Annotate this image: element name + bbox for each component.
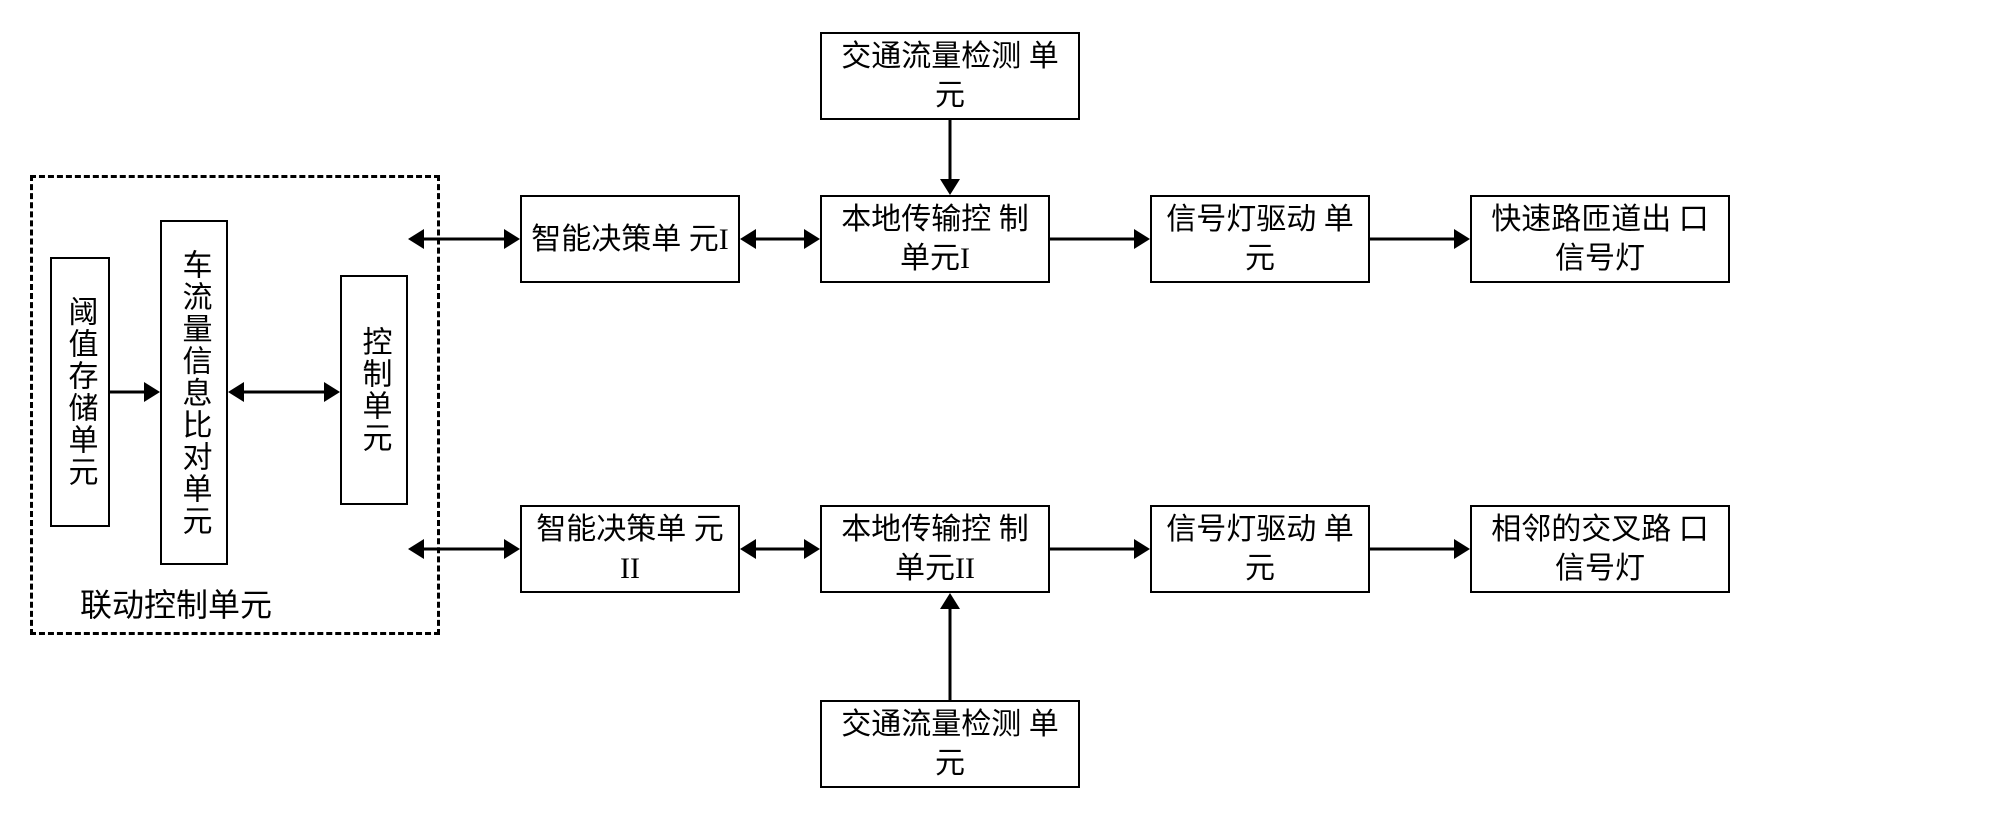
node-signal-drive-2: 信号灯驱动 单元 bbox=[1150, 505, 1370, 593]
node-flow-compare: 车流量信息比对单元 bbox=[160, 220, 228, 565]
node-ramp-signal: 快速路匝道出 口信号灯 bbox=[1470, 195, 1730, 283]
node-local-trans-1: 本地传输控 制单元I bbox=[820, 195, 1050, 283]
node-traffic-detect-bot: 交通流量检测 单元 bbox=[820, 700, 1080, 788]
node-smart-decision-1: 智能决策单 元I bbox=[520, 195, 740, 283]
node-control-unit-text: 控制单元 bbox=[355, 326, 394, 454]
node-intersection-signal: 相邻的交叉路 口信号灯 bbox=[1470, 505, 1730, 593]
node-threshold-store-text: 阈值存储单元 bbox=[61, 296, 100, 488]
flowchart-canvas: 联动控制单元 交通流量检测 单元 交通流量检测 单元 智能决策单 元I 智能决策… bbox=[20, 20, 1994, 806]
node-threshold-store: 阈值存储单元 bbox=[50, 257, 110, 527]
node-smart-decision-2: 智能决策单 元II bbox=[520, 505, 740, 593]
node-local-trans-2: 本地传输控 制单元II bbox=[820, 505, 1050, 593]
node-signal-drive-1: 信号灯驱动 单元 bbox=[1150, 195, 1370, 283]
node-control-unit: 控制单元 bbox=[340, 275, 408, 505]
node-traffic-detect-top: 交通流量检测 单元 bbox=[820, 32, 1080, 120]
node-flow-compare-text: 车流量信息比对单元 bbox=[175, 249, 214, 537]
linkage-control-label: 联动控制单元 bbox=[80, 580, 272, 626]
